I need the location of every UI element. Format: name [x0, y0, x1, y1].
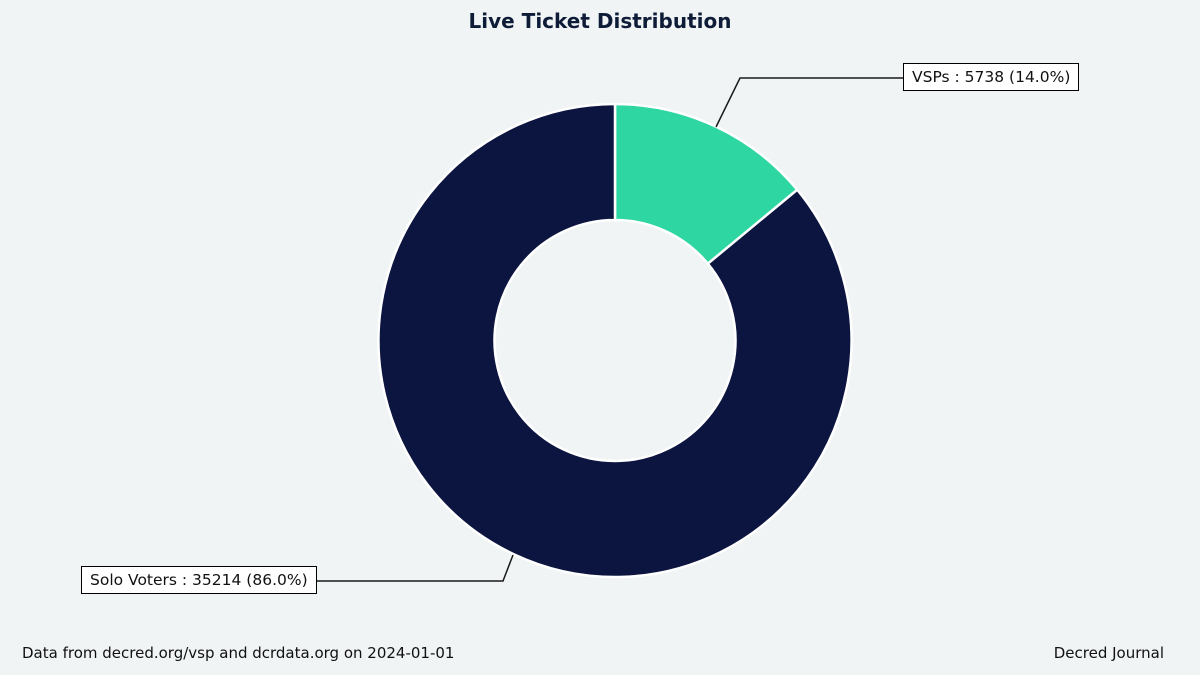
callout-line-vsps	[715, 77, 920, 128]
callout-line-solo-voters	[300, 554, 514, 582]
pie-slice-vsps	[613, 102, 799, 265]
callout-label-solo-voters: Solo Voters : 35214 (86.0%)	[81, 566, 317, 594]
data-source-note: Data from decred.org/vsp and dcrdata.org…	[22, 644, 455, 662]
callout-label-vsps: VSPs : 5738 (14.0%)	[903, 63, 1080, 91]
attribution-note: Decred Journal	[1053, 644, 1164, 662]
chart-title: Live Ticket Distribution	[468, 9, 732, 33]
pie-slice-solo-voters	[377, 102, 853, 579]
